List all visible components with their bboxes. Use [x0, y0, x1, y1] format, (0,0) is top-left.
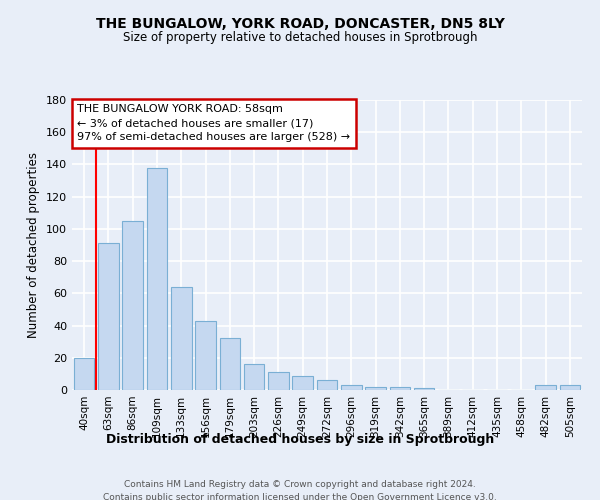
Bar [317, 380, 337, 390]
Text: THE BUNGALOW YORK ROAD: 58sqm
← 3% of detached houses are smaller (17)
97% of se: THE BUNGALOW YORK ROAD: 58sqm ← 3% of de… [77, 104, 350, 142]
Y-axis label: Number of detached properties: Number of detached properties [28, 152, 40, 338]
Bar [268, 372, 289, 390]
Bar [122, 221, 143, 390]
Bar [365, 387, 386, 390]
Bar [292, 376, 313, 390]
Bar [195, 320, 216, 390]
Bar [560, 385, 580, 390]
Text: Size of property relative to detached houses in Sprotbrough: Size of property relative to detached ho… [123, 31, 477, 44]
Bar [535, 385, 556, 390]
Text: Distribution of detached houses by size in Sprotbrough: Distribution of detached houses by size … [106, 432, 494, 446]
Bar [414, 388, 434, 390]
Bar [146, 168, 167, 390]
Bar [389, 387, 410, 390]
Bar [98, 244, 119, 390]
Bar [74, 358, 94, 390]
Bar [244, 364, 265, 390]
Text: Contains HM Land Registry data © Crown copyright and database right 2024.: Contains HM Land Registry data © Crown c… [124, 480, 476, 489]
Bar [220, 338, 240, 390]
Text: Contains public sector information licensed under the Open Government Licence v3: Contains public sector information licen… [103, 492, 497, 500]
Bar [171, 287, 191, 390]
Bar [341, 385, 362, 390]
Text: THE BUNGALOW, YORK ROAD, DONCASTER, DN5 8LY: THE BUNGALOW, YORK ROAD, DONCASTER, DN5 … [95, 18, 505, 32]
